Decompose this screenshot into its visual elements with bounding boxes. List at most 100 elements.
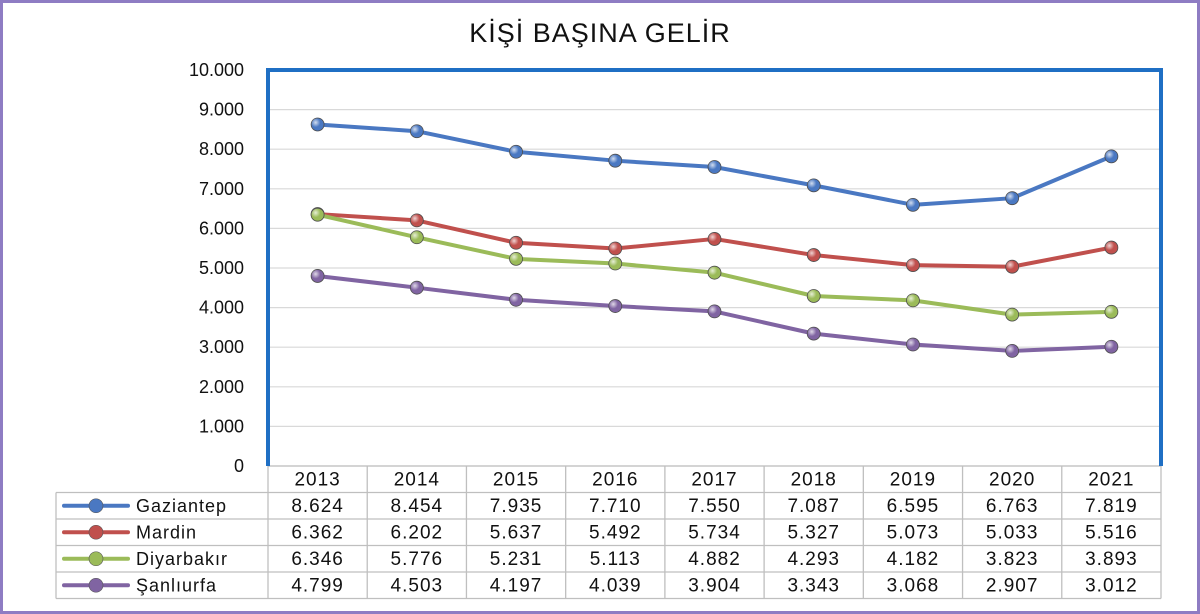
x-tick-label: 2018 (791, 470, 837, 491)
legend-label: Diyarbakır (136, 549, 228, 569)
data-point-highlight (1005, 260, 1019, 274)
data-table-value: 4.293 (787, 549, 840, 570)
data-point-highlight (608, 242, 622, 256)
data-table-value: 3.904 (688, 576, 741, 597)
x-tick-label: 2017 (691, 470, 737, 491)
data-table-value: 7.819 (1085, 496, 1138, 517)
data-point-highlight (1005, 344, 1019, 358)
data-table-value: 3.343 (787, 576, 840, 597)
series-lines (310, 117, 1119, 358)
y-tick-label: 1.000 (199, 416, 244, 436)
x-tick-label: 2014 (394, 470, 440, 491)
y-tick-label: 9.000 (199, 100, 244, 120)
legend-label: Mardin (136, 523, 197, 543)
data-point-highlight (807, 327, 821, 341)
data-point-highlight (608, 154, 622, 168)
data-table-value: 4.882 (688, 549, 741, 570)
data-table: 2013 2014 2015 2016 2017 2018 2019 2020 2021 Gazi… (55, 465, 1162, 600)
data-table-value: 8.624 (291, 496, 344, 517)
legend-marker-swatch (88, 498, 104, 514)
data-point-highlight (1104, 340, 1118, 354)
data-point-highlight (509, 236, 523, 250)
data-table-value: 6.763 (986, 496, 1039, 517)
data-table-value: 4.182 (887, 549, 940, 570)
legend-marker-swatch (88, 524, 104, 540)
x-tick-label: 2013 (294, 470, 340, 491)
data-table-value: 5.776 (391, 549, 444, 570)
data-point-highlight (906, 293, 920, 307)
data-table-value: 5.033 (986, 523, 1039, 544)
data-table-value: 8.454 (391, 496, 444, 517)
data-table-value: 7.550 (688, 496, 741, 517)
data-table-value: 2.907 (986, 576, 1039, 597)
data-point-highlight (311, 208, 325, 222)
y-tick-label: 4.000 (199, 298, 244, 318)
data-point-highlight (708, 232, 721, 246)
data-point-highlight (906, 338, 920, 352)
data-point-highlight (906, 198, 920, 212)
x-tick-label: 2021 (1088, 470, 1134, 491)
y-tick-label: 6.000 (199, 218, 244, 238)
y-tick-label: 3.000 (199, 337, 244, 357)
chart-title: KİŞİ BAŞINA GELİR (469, 17, 731, 48)
data-table-value: 5.492 (589, 523, 642, 544)
data-point-highlight (608, 299, 622, 313)
data-point-highlight (1104, 241, 1118, 255)
data-point-highlight (1104, 305, 1118, 319)
data-table-value: 5.516 (1085, 523, 1138, 544)
data-table-value: 7.087 (787, 496, 840, 517)
data-table-value: 6.362 (291, 523, 344, 544)
y-tick-label: 5.000 (199, 258, 244, 278)
data-table-value: 4.197 (490, 576, 543, 597)
x-tick-label: 2020 (989, 470, 1035, 491)
data-table-value: 3.012 (1085, 576, 1138, 597)
data-point-highlight (807, 289, 821, 303)
data-table-value: 5.231 (490, 549, 543, 570)
data-point-highlight (906, 258, 920, 272)
data-table-value: 6.595 (887, 496, 940, 517)
data-table-value: 3.068 (887, 576, 940, 597)
data-table-value: 4.039 (589, 576, 642, 597)
data-table-value: 5.073 (887, 523, 940, 544)
x-tick-label: 2015 (493, 470, 539, 491)
data-point-highlight (410, 213, 424, 227)
data-point-highlight (311, 117, 325, 131)
data-table-value: 4.503 (391, 576, 444, 597)
y-tick-label: 2.000 (199, 377, 244, 397)
data-point-highlight (509, 293, 523, 307)
data-table-value: 4.799 (291, 576, 344, 597)
x-tick-label: 2016 (592, 470, 638, 491)
data-point-highlight (608, 257, 622, 271)
data-point-highlight (509, 145, 523, 159)
data-point-highlight (708, 266, 721, 280)
data-table-value: 5.734 (688, 523, 741, 544)
data-table-value: 3.893 (1085, 549, 1138, 570)
data-point-highlight (1005, 308, 1019, 322)
data-table-value: 3.823 (986, 549, 1039, 570)
y-tick-label: 8.000 (199, 139, 244, 159)
data-table-value: 7.710 (589, 496, 642, 517)
plot-border (266, 68, 1163, 466)
data-point-highlight (708, 160, 721, 174)
data-point-highlight (1104, 149, 1118, 163)
plot-area-border (266, 68, 1163, 466)
data-point-highlight (708, 304, 721, 318)
data-point-highlight (410, 281, 424, 295)
y-axis-tick-labels: 0 1.000 2.000 3.000 4.000 5.000 6.000 7.000 8.00… (189, 60, 244, 476)
data-table-value: 6.346 (291, 549, 344, 570)
data-point-highlight (807, 178, 821, 192)
y-tick-label: 7.000 (199, 179, 244, 199)
data-point-highlight (509, 252, 523, 266)
data-point-highlight (410, 124, 424, 138)
data-table-value: 5.327 (787, 523, 840, 544)
data-point-highlight (807, 248, 821, 262)
data-table-value: 5.637 (490, 523, 543, 544)
data-point-highlight (1005, 191, 1019, 205)
legend-marker-swatch (88, 577, 104, 593)
data-point-highlight (311, 269, 325, 283)
y-tick-label: 10.000 (189, 60, 244, 80)
x-tick-label: 2019 (890, 470, 936, 491)
y-tick-label: 0 (234, 456, 244, 476)
data-table-value: 5.113 (590, 549, 641, 570)
